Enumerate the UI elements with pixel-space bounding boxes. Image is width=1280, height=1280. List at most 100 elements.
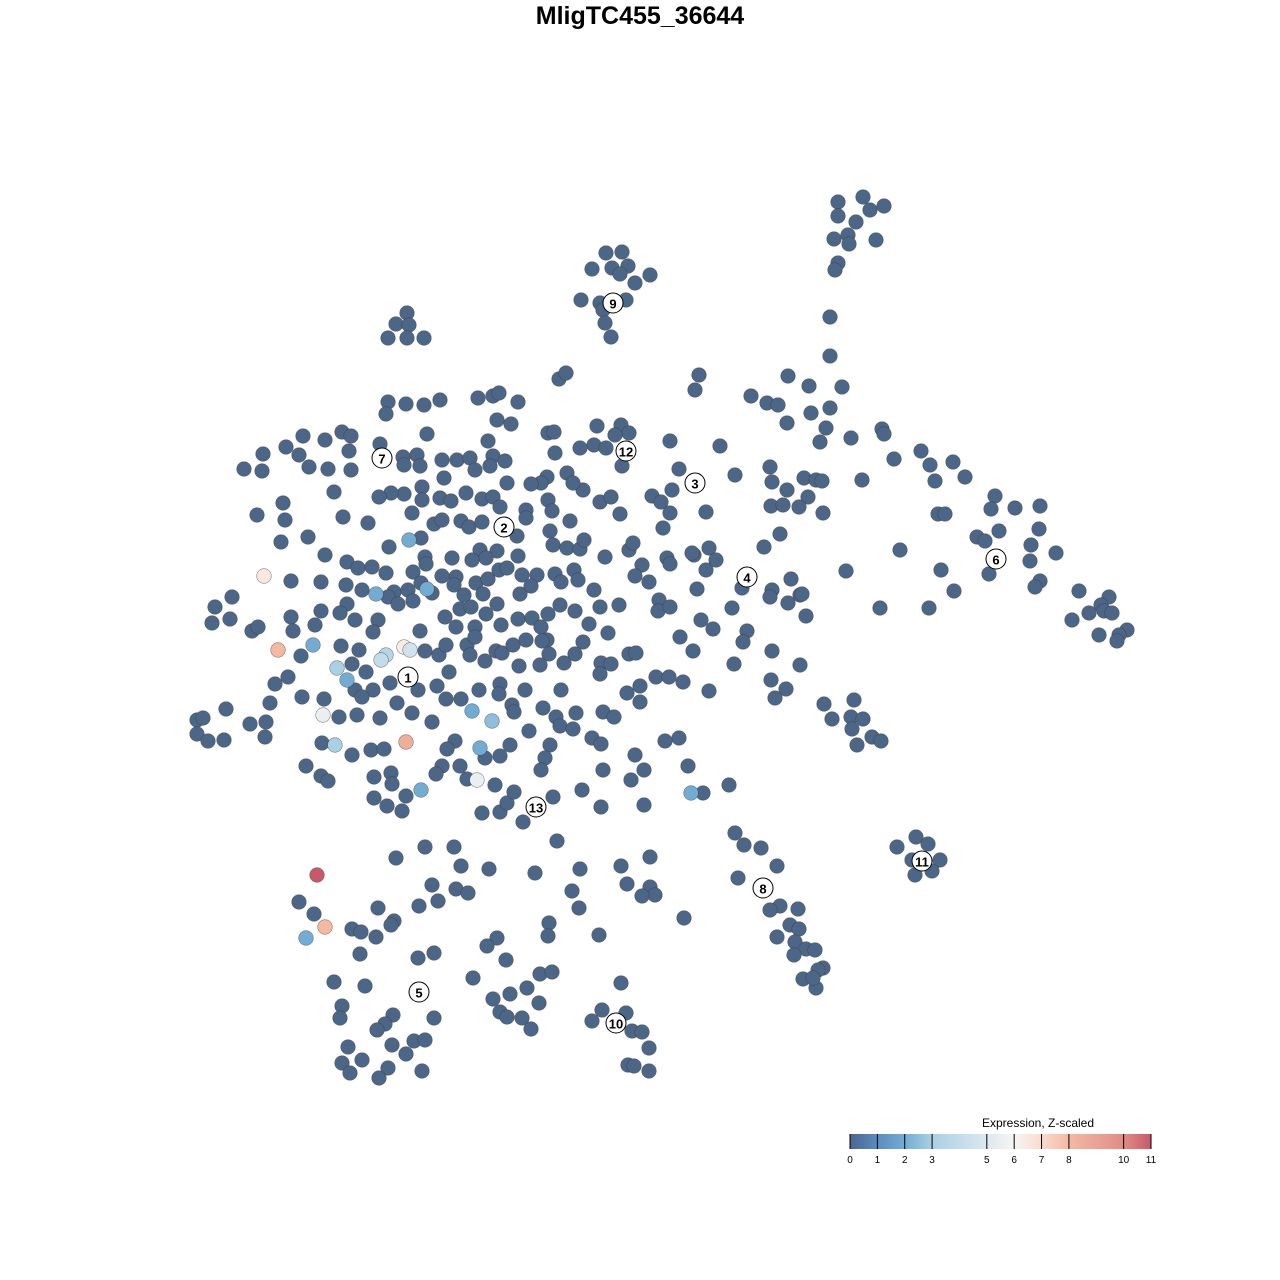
data-point — [753, 840, 769, 856]
data-point — [505, 637, 521, 653]
data-point — [430, 893, 446, 909]
data-point — [342, 1065, 358, 1081]
data-point — [398, 1046, 414, 1062]
data-point — [827, 262, 843, 278]
data-point — [195, 710, 211, 726]
data-point — [932, 852, 948, 868]
data-point — [801, 378, 817, 394]
data-point — [405, 593, 421, 609]
data-point — [479, 938, 495, 954]
data-point — [933, 562, 949, 578]
data-point — [556, 655, 572, 671]
data-point — [565, 475, 581, 491]
data-point — [769, 929, 785, 945]
data-point — [298, 758, 314, 774]
data-point — [402, 642, 418, 658]
data-point — [1064, 612, 1080, 628]
cluster-label: 3 — [684, 472, 706, 494]
legend-title: Expression, Z-scaled — [982, 1116, 1094, 1130]
data-point — [603, 489, 619, 505]
data-point — [708, 552, 724, 568]
data-point — [727, 467, 743, 483]
data-point — [927, 473, 943, 489]
data-point — [730, 870, 746, 886]
data-point — [341, 443, 357, 459]
data-point — [428, 766, 444, 782]
legend-tick-label: 8 — [1066, 1155, 1072, 1166]
data-point — [983, 501, 999, 517]
data-point — [779, 415, 795, 431]
data-point — [653, 494, 669, 510]
data-point — [572, 440, 588, 456]
data-point — [471, 682, 487, 698]
data-point — [320, 461, 336, 477]
data-point — [301, 459, 317, 475]
data-point — [1048, 545, 1064, 561]
cluster-label: 12 — [615, 440, 637, 462]
data-point — [334, 1055, 350, 1071]
data-point — [283, 609, 299, 625]
data-point — [278, 439, 294, 455]
data-point — [517, 682, 533, 698]
data-point — [492, 499, 508, 515]
data-point — [672, 629, 688, 645]
data-point — [412, 458, 428, 474]
data-point — [326, 484, 342, 500]
data-point — [305, 637, 321, 653]
data-point — [326, 974, 342, 990]
data-point — [764, 474, 780, 490]
legend-tick-label: 7 — [1039, 1155, 1045, 1166]
data-point — [872, 600, 888, 616]
data-point — [527, 865, 543, 881]
data-point — [565, 721, 581, 737]
cluster-label-text: 3 — [691, 477, 698, 492]
data-point — [523, 578, 539, 594]
data-point — [721, 777, 737, 793]
data-point — [379, 798, 395, 814]
data-point — [236, 461, 252, 477]
data-point — [632, 678, 648, 694]
data-point — [701, 540, 717, 556]
data-point — [642, 267, 658, 283]
data-point — [478, 606, 494, 622]
data-point — [613, 975, 629, 991]
data-point — [363, 742, 379, 758]
data-point — [573, 292, 589, 308]
data-point — [207, 599, 223, 615]
data-point — [848, 214, 864, 230]
data-point — [593, 736, 609, 752]
data-point — [446, 577, 462, 593]
data-point — [593, 799, 609, 815]
data-point — [354, 582, 370, 598]
data-point — [531, 995, 547, 1011]
data-point — [822, 348, 838, 364]
data-point — [634, 557, 650, 573]
data-point — [412, 623, 428, 639]
data-point — [854, 472, 870, 488]
data-point — [463, 599, 479, 615]
data-point — [371, 1070, 387, 1086]
data-point — [509, 528, 525, 544]
data-point — [313, 603, 329, 619]
data-point — [300, 529, 316, 545]
data-point — [607, 427, 623, 443]
data-point — [743, 388, 759, 404]
data-point — [410, 950, 426, 966]
data-point — [218, 701, 234, 717]
data-point — [680, 758, 696, 774]
data-point — [413, 782, 429, 798]
data-point — [533, 619, 549, 635]
data-point — [357, 978, 373, 994]
data-point — [671, 461, 687, 477]
cluster-label: 10 — [605, 1012, 627, 1034]
data-point — [815, 505, 831, 521]
data-point — [313, 574, 329, 590]
data-point — [332, 605, 348, 621]
data-point — [957, 469, 973, 485]
cluster-label-badge — [371, 447, 393, 469]
data-point — [559, 540, 575, 556]
data-point — [376, 741, 392, 757]
data-point — [317, 919, 333, 935]
data-point — [399, 330, 415, 346]
data-point — [558, 365, 574, 381]
